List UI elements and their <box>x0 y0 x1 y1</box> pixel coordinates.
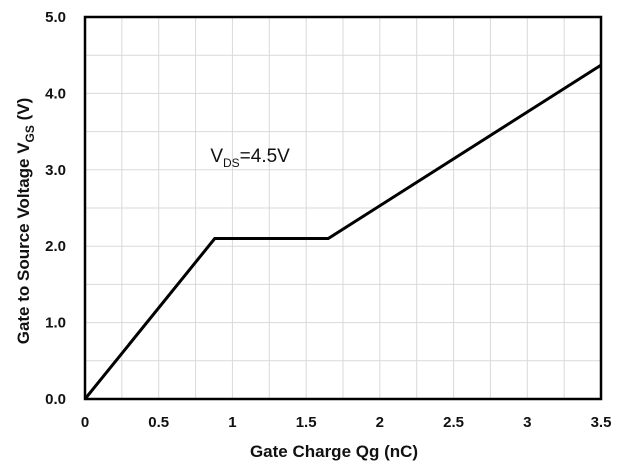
x-tick-label: 1 <box>228 414 236 431</box>
plot-frame <box>83 15 603 401</box>
y-axis-title-sub: GS <box>23 125 37 142</box>
vds-annotation-value: =4.5V <box>240 146 291 167</box>
y-tick-labels: 0.0 1.0 2.0 3.0 4.0 5.0 <box>45 9 66 408</box>
x-tick-label: 2.5 <box>443 414 464 431</box>
y-tick-label: 3.0 <box>45 162 66 179</box>
y-tick-label: 5.0 <box>45 9 66 26</box>
y-tick-label: 0.0 <box>45 391 66 408</box>
y-tick-label: 2.0 <box>45 238 66 255</box>
y-axis-title-unit: (V) <box>14 98 33 125</box>
x-tick-label: 0.5 <box>148 414 169 431</box>
annotations: VDS=4.5V <box>210 146 290 170</box>
x-tick-label: 3 <box>523 414 531 431</box>
x-tick-label: 0 <box>81 414 89 431</box>
x-tick-labels: 0 0.5 1 1.5 2 2.5 3 3.5 <box>81 414 612 431</box>
series-line <box>83 63 602 400</box>
y-tick-label: 4.0 <box>45 85 66 102</box>
y-axis-title: Gate to Source Voltage VGS (V) <box>14 98 37 345</box>
x-axis-title: Gate Charge Qg (nC) <box>250 442 418 461</box>
vds-annotation-main: V <box>210 146 223 167</box>
series-layer <box>83 63 602 400</box>
vds-annotation-sub: DS <box>223 156 240 170</box>
x-tick-label: 3.5 <box>591 414 612 431</box>
y-tick-label: 1.0 <box>45 315 66 332</box>
grid-lines <box>84 16 602 400</box>
vds-annotation: VDS=4.5V <box>210 146 290 170</box>
x-tick-label: 2 <box>376 414 384 431</box>
x-tick-label: 1.5 <box>296 414 317 431</box>
y-axis-title-main: Gate to Source Voltage V <box>14 142 33 345</box>
